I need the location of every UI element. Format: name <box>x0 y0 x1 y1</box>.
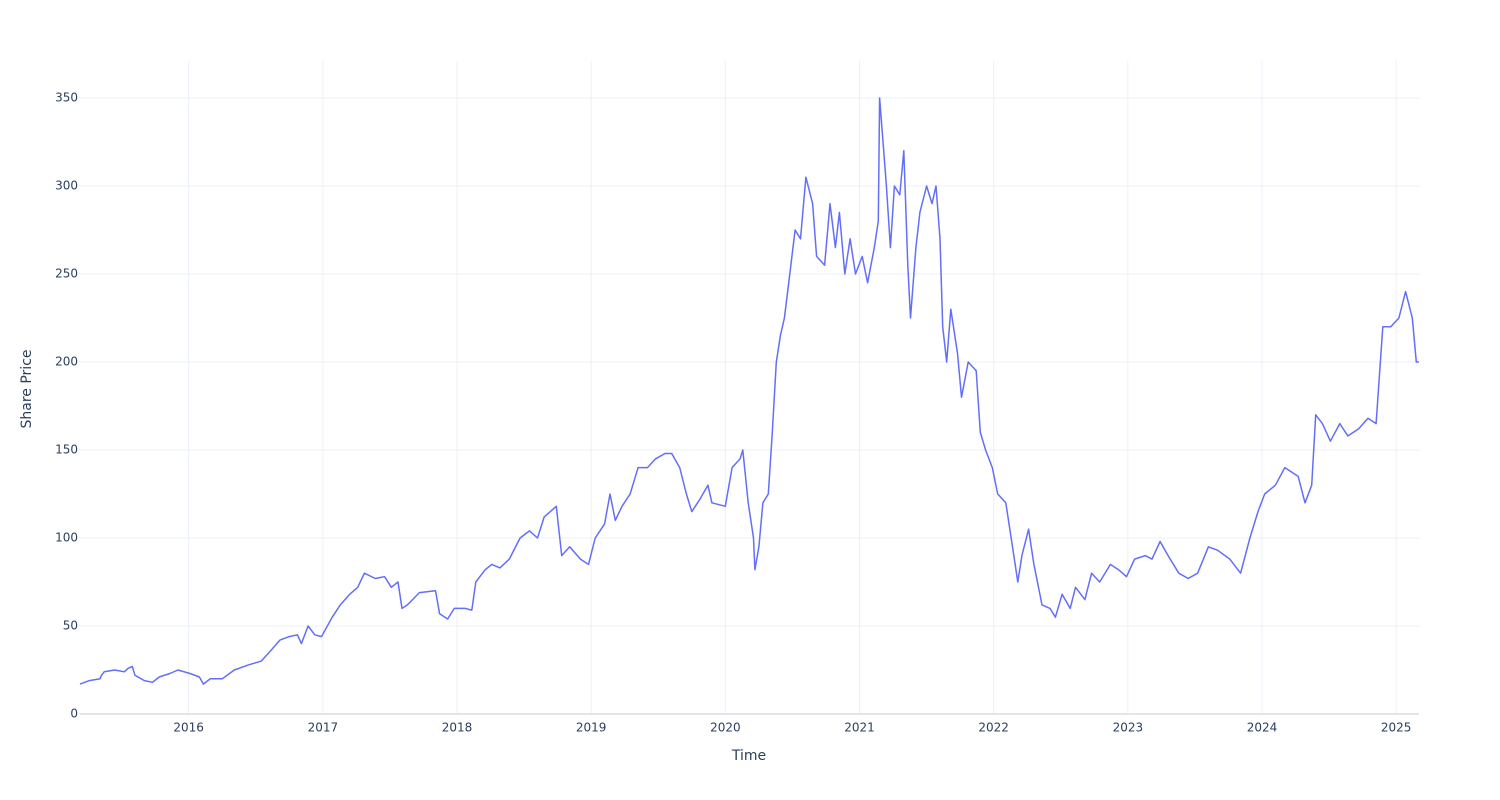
x-tick-label: 2017 <box>308 721 339 735</box>
x-tick-label: 2025 <box>1381 721 1412 735</box>
x-tick-label: 2018 <box>442 721 473 735</box>
y-tick-label: 200 <box>55 354 78 368</box>
y-tick-label: 150 <box>55 442 78 456</box>
y-tick-label: 350 <box>55 90 78 104</box>
y-axis-title: Share Price <box>19 349 35 428</box>
x-tick-label: 2020 <box>710 721 741 735</box>
x-axis-title: Time <box>731 748 766 764</box>
x-tick-label: 2016 <box>173 721 204 735</box>
x-tick-label: 2022 <box>978 721 1009 735</box>
x-tick-label: 2019 <box>576 721 607 735</box>
x-tick-label: 2021 <box>844 721 875 735</box>
y-tick-label: 50 <box>63 618 78 632</box>
y-tick-label: 0 <box>70 707 78 721</box>
y-tick-label: 300 <box>55 178 78 192</box>
y-tick-label: 100 <box>55 530 78 544</box>
x-tick-label: 2024 <box>1247 721 1278 735</box>
x-tick-label: 2023 <box>1113 721 1144 735</box>
y-tick-label: 250 <box>55 266 78 280</box>
price-line <box>79 97 1419 685</box>
